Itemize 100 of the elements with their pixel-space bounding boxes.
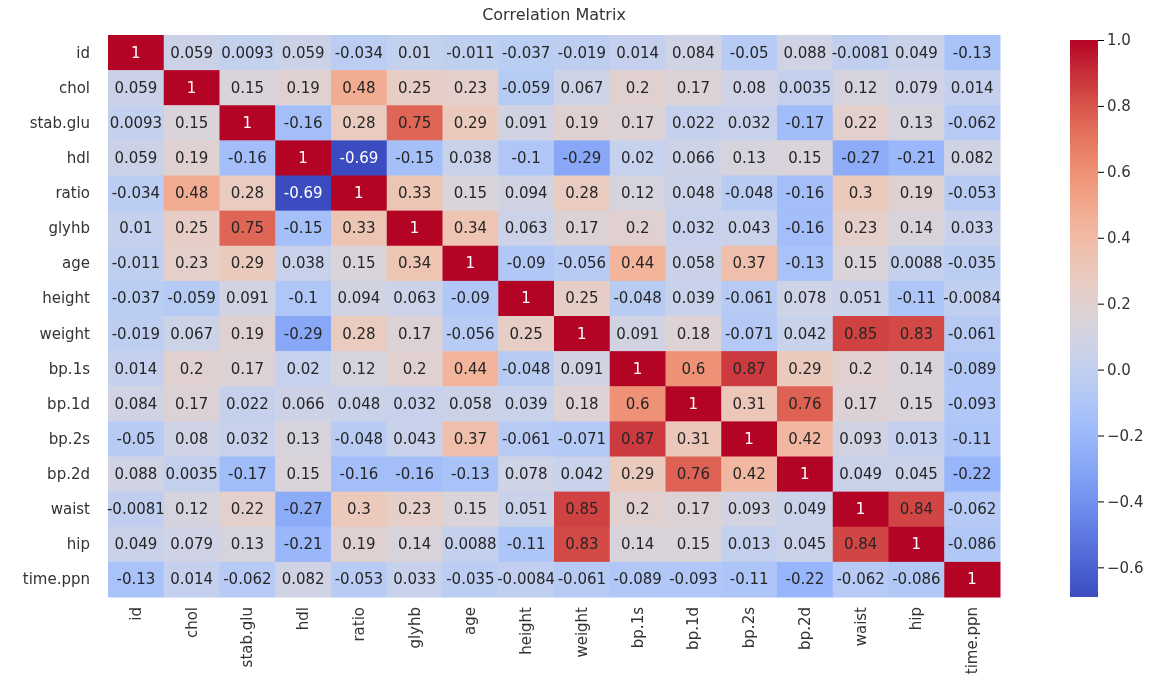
y-tick-label: hdl	[66, 148, 90, 167]
data-label: -0.086	[892, 570, 941, 589]
data-label: 0.078	[504, 465, 548, 484]
data-label: -0.011	[446, 43, 495, 62]
x-tick-label: bp.1s	[628, 606, 647, 649]
x-tick-label: bp.1d	[684, 607, 703, 650]
data-label: 0.48	[342, 78, 376, 97]
data-label: 0.34	[453, 219, 488, 238]
data-label: 0.059	[170, 43, 214, 62]
x-tick-label: hdl	[294, 607, 313, 631]
data-label: 0.043	[393, 429, 437, 448]
data-label: 0.3	[848, 184, 873, 203]
data-label: 0.08	[732, 78, 766, 97]
x-tick-label: age	[461, 607, 480, 635]
data-label: 0.051	[504, 500, 548, 519]
data-label: 0.17	[230, 359, 265, 378]
data-label: 0.084	[671, 43, 715, 62]
color-bar-label: 0.2	[1107, 294, 1131, 313]
data-label: -0.15	[283, 219, 323, 238]
data-label: -0.11	[896, 289, 936, 308]
data-label: -0.13	[952, 43, 992, 62]
x-tick-label: ratio	[349, 607, 368, 642]
chart-title: Correlation Matrix	[482, 5, 626, 24]
color-bar-label: −0.4	[1107, 492, 1144, 511]
data-label: 0.12	[342, 359, 376, 378]
data-label: 0.42	[732, 465, 766, 484]
x-tick-label: weight	[572, 606, 591, 658]
data-label: 0.19	[899, 184, 934, 203]
data-label: -0.034	[111, 184, 161, 203]
data-label: 0.088	[783, 43, 827, 62]
data-label: 0.34	[397, 254, 432, 273]
data-label: 0.045	[894, 465, 938, 484]
data-label: 0.0093	[221, 43, 274, 62]
data-label: 0.22	[843, 113, 878, 132]
data-label: 0.049	[894, 43, 938, 62]
data-label: 0.094	[337, 289, 381, 308]
data-label: 0.058	[448, 394, 492, 413]
data-label: 0.13	[286, 429, 320, 448]
data-label: -0.22	[785, 570, 825, 589]
data-label: 0.87	[620, 429, 655, 448]
data-label: 0.091	[504, 113, 548, 132]
data-label: 0.014	[616, 43, 660, 62]
data-label: -0.048	[501, 359, 551, 378]
x-tick-label: time.ppn	[963, 607, 982, 675]
data-label: -0.16	[283, 113, 323, 132]
data-label: 0.15	[286, 465, 320, 484]
data-label: -0.019	[557, 43, 607, 62]
data-label: -0.11	[952, 429, 992, 448]
data-label: 0.23	[453, 78, 488, 97]
data-label: 0.022	[671, 113, 715, 132]
data-label: 0.48	[174, 184, 209, 203]
data-label: -0.16	[785, 219, 825, 238]
data-label: -0.27	[841, 148, 881, 167]
data-label: 0.25	[397, 78, 432, 97]
y-tick-label: stab.glu	[29, 113, 90, 132]
color-bar-label: −0.2	[1107, 426, 1144, 445]
data-label: -0.16	[339, 465, 379, 484]
data-label: 0.18	[676, 324, 711, 343]
data-label: 0.067	[170, 324, 214, 343]
data-label: -0.061	[724, 289, 774, 308]
data-label: 0.19	[174, 148, 209, 167]
data-label: 0.33	[397, 184, 432, 203]
data-label: 0.032	[727, 113, 771, 132]
data-label: 1	[632, 359, 643, 378]
data-label: 0.76	[788, 394, 822, 413]
data-label: 1	[688, 394, 699, 413]
color-bar-label: 0.6	[1107, 163, 1131, 182]
data-label: 0.066	[671, 148, 715, 167]
data-label: 0.3	[346, 500, 371, 519]
data-label: 0.059	[281, 43, 325, 62]
data-label: 0.02	[286, 359, 320, 378]
data-label: 0.2	[402, 359, 427, 378]
data-label: 0.31	[676, 429, 711, 448]
x-tick-label: bp.2d	[795, 607, 814, 650]
data-label: -0.69	[283, 184, 323, 203]
data-label: -0.062	[947, 113, 997, 132]
data-label: -0.17	[785, 113, 825, 132]
y-tick-label: bp.1d	[47, 394, 90, 413]
data-label: -0.048	[334, 429, 384, 448]
data-label: -0.13	[785, 254, 825, 273]
data-label: 0.01	[119, 219, 153, 238]
data-label: 1	[131, 43, 141, 62]
data-label: 0.038	[448, 148, 492, 167]
color-bar-label: 0.8	[1107, 97, 1131, 116]
data-label: 0.29	[620, 465, 655, 484]
data-label: 0.093	[727, 500, 771, 519]
data-label: -0.11	[729, 570, 769, 589]
data-label: 0.039	[504, 394, 548, 413]
data-label: 1	[186, 78, 197, 97]
data-label: 0.29	[453, 113, 488, 132]
x-tick-label: glyhb	[405, 607, 424, 649]
data-label: 0.13	[230, 535, 265, 554]
data-label: -0.037	[111, 289, 161, 308]
data-label: 0.23	[843, 219, 878, 238]
y-tick-label: glyhb	[48, 219, 90, 238]
data-label: -0.09	[450, 289, 490, 308]
data-label: 0.084	[114, 394, 158, 413]
y-tick-label: bp.2s	[48, 429, 91, 448]
data-label: 0.079	[894, 78, 938, 97]
data-label: 0.013	[894, 429, 938, 448]
